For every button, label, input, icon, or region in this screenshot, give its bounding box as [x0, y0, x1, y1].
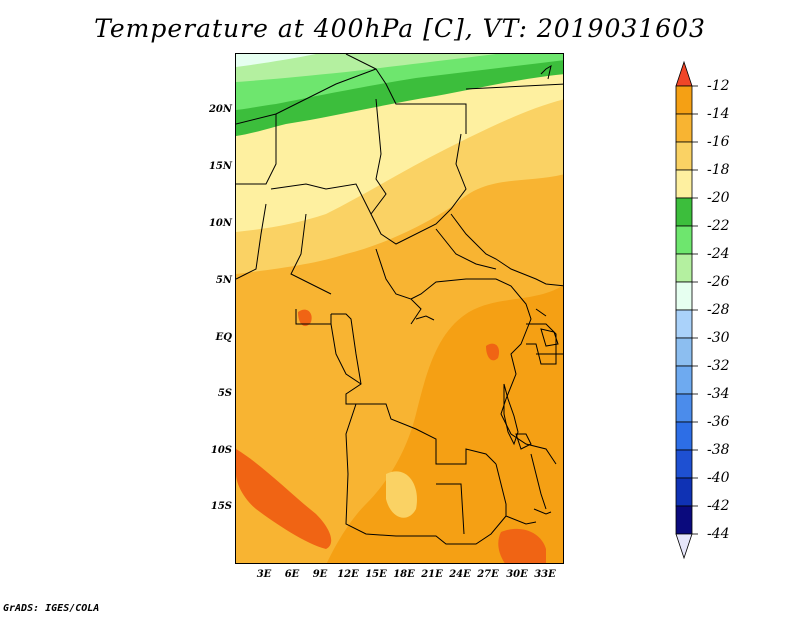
lon-label: 9E	[312, 569, 328, 580]
colorbar-segment	[675, 365, 693, 395]
lat-label: 10S	[210, 445, 232, 456]
map-title: Temperature at 400hPa [C], VT: 201903160…	[94, 14, 706, 43]
lon-label: 6E	[284, 569, 300, 580]
colorbar-segment	[675, 141, 693, 171]
colorbar-bottom-arrow	[675, 533, 693, 560]
colorbar-label: -32	[707, 358, 730, 374]
lat-label: EQ	[215, 332, 232, 343]
lon-label: 21E	[421, 569, 443, 580]
colorbar-label: -18	[707, 162, 730, 178]
colorbar-label: -40	[707, 470, 730, 486]
colorbar-segment	[675, 169, 693, 199]
colorbar-label: -12	[707, 78, 730, 94]
colorbar-label: -42	[707, 498, 730, 514]
colorbar-label: -28	[707, 302, 730, 318]
colorbar-label: -20	[707, 190, 730, 206]
lon-label: 33E	[534, 569, 556, 580]
colorbar-segment	[675, 253, 693, 283]
colorbar-label: -24	[707, 246, 730, 262]
lat-label: 10N	[208, 218, 232, 229]
colorbar-segment	[675, 197, 693, 227]
lon-label: 27E	[477, 569, 499, 580]
lon-label: 18E	[393, 569, 415, 580]
colorbar-label: -44	[707, 526, 730, 542]
colorbar-label: -26	[707, 274, 730, 290]
temp-field-cyan	[236, 54, 316, 67]
colorbar-label: -22	[707, 218, 730, 234]
colorbar-label: -16	[707, 134, 730, 150]
colorbar-segment	[675, 337, 693, 367]
colorbar-segment	[675, 449, 693, 479]
temp-field-green-pale	[236, 54, 496, 82]
footer-credit: GrADS: IGES/COLA	[3, 603, 100, 614]
temp-patch-warm-se	[498, 528, 546, 563]
colorbar-segment	[675, 505, 693, 535]
lon-label: 15E	[365, 569, 387, 580]
temp-patch-s	[386, 471, 417, 518]
map-canvas	[236, 54, 563, 563]
lat-label: 15N	[208, 161, 232, 172]
colorbar-segment	[675, 281, 693, 311]
lat-label: 20N	[208, 104, 232, 115]
temp-patch-warm-e	[486, 343, 500, 361]
lat-label: 15S	[210, 501, 232, 512]
temp-field-pale	[236, 64, 563, 232]
colorbar-graphic	[675, 60, 698, 560]
temperature-map	[235, 53, 564, 564]
lon-label: 24E	[449, 569, 471, 580]
colorbar-segment	[675, 393, 693, 423]
temp-patch-warm-w	[298, 309, 312, 327]
colorbar-segment	[675, 225, 693, 255]
lat-label: 5S	[217, 388, 232, 399]
colorbar	[670, 60, 700, 560]
lakes	[415, 64, 559, 515]
colorbar-segment	[675, 113, 693, 143]
lon-label: 3E	[256, 569, 272, 580]
colorbar-segment	[675, 85, 693, 115]
colorbar-segment	[675, 309, 693, 339]
colorbar-top-arrow	[675, 60, 693, 87]
colorbar-label: -30	[707, 330, 730, 346]
lon-label: 30E	[506, 569, 528, 580]
colorbar-label: -34	[707, 386, 730, 402]
temp-patch-sw	[255, 432, 356, 481]
country-boundaries	[236, 54, 563, 545]
temp-patch-warm-sw	[236, 449, 332, 549]
colorbar-label: -14	[707, 106, 730, 122]
colorbar-label: -36	[707, 414, 730, 430]
colorbar-segment	[675, 477, 693, 507]
lat-label: 5N	[215, 275, 232, 286]
lon-label: 12E	[337, 569, 359, 580]
colorbar-label: -38	[707, 442, 730, 458]
colorbar-segment	[675, 421, 693, 451]
